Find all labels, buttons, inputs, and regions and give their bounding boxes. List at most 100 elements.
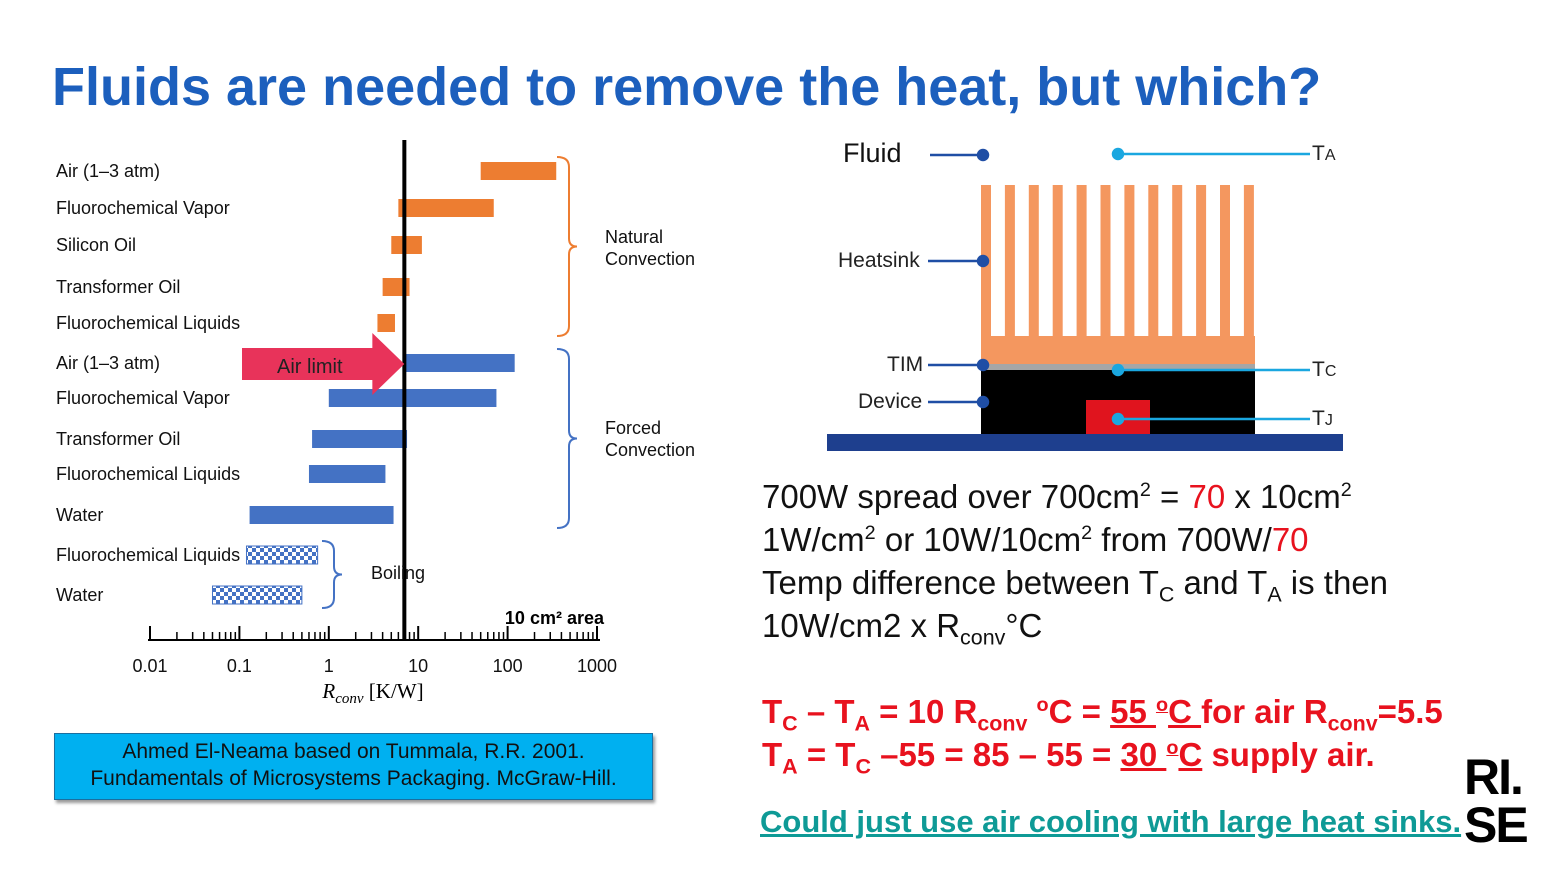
text-fragment: 700W spread over 700cm [762,478,1140,515]
x-axis-label-part: conv [335,691,364,707]
board [827,434,1343,451]
text-fragment: A [1267,582,1282,607]
category-label: Water [56,585,103,605]
result-line: TA = TC –55 = 85 – 55 = 30 oC supply air… [762,736,1375,777]
citation-line: Fundamentals of Microsystems Packaging. … [90,767,617,790]
slide-title: Fluids are needed to remove the heat, bu… [52,57,1322,117]
text-fragment: supply air. [1202,736,1375,773]
logo: RI. [1464,749,1524,805]
text-fragment: o [1155,694,1169,716]
chart: Air (1–3 atm) Fluorochemical Vapor Silicon… [56,140,617,707]
range-bar [480,162,557,180]
text-fragment: T [762,736,783,773]
x-tick-label: 100 [493,656,523,676]
category-label: Air (1–3 atm) [56,161,160,181]
category-label: Silicon Oil [56,235,136,255]
text-line: 10W/cm2 x Rconv°C [762,607,1043,648]
t: T [1312,358,1325,381]
dot [1111,363,1125,377]
text-fragment: 1W/cm [762,521,865,558]
range-bar [245,545,319,565]
fin [1196,185,1207,340]
range-bar [312,430,408,448]
fin [1220,185,1230,340]
text-fragment: C = [1048,693,1111,730]
fin [1076,185,1087,340]
bracket [321,540,343,609]
text-fragment: from 700W/ [1092,521,1272,558]
heatsink-base [981,336,1255,364]
text-line: 1W/cm2 or 10W/10cm2 from 700W/70 [762,521,1309,559]
group-label: Boiling [371,563,426,583]
text-fragment: A [854,711,870,736]
text-fragment: °C [1005,607,1043,644]
text-fragment: T [762,693,783,730]
bracket [556,156,578,337]
range-bar [249,506,394,524]
heatsink-label: Heatsink [838,249,920,272]
t: T [1312,142,1325,165]
text-fragment: C [1158,582,1175,607]
tj-label: TJ [1312,407,1333,431]
category-label: Transformer Oil [56,429,180,449]
dot [1111,412,1125,426]
category-label: Fluorochemical Liquids [56,464,240,484]
air-limit-label: Air limit [277,356,343,378]
tim-label: TIM [887,353,924,376]
fin [1148,185,1159,340]
dot [976,254,990,268]
fin [1124,185,1135,340]
text-fragment: C [855,754,871,779]
range-bar [211,585,303,605]
category-label: Fluorochemical Liquids [56,545,240,565]
heatsink-fins [981,185,1254,340]
air-limit-arrow [242,333,405,395]
range-bar [398,199,494,217]
annotation: 10 cm² area [505,608,605,628]
x-tick-label: 10 [408,656,428,676]
fin [1172,185,1183,340]
dot [976,395,990,409]
text-fragment: C [782,711,798,736]
category-label: Fluorochemical Vapor [56,198,230,218]
range-bar [308,465,386,483]
text-fragment: 30 [1120,736,1167,773]
group-label: Natural Convection [605,227,696,269]
text-fragment: for air R [1201,693,1328,730]
tc-label: TC [1312,358,1336,382]
text-fragment: 2 [1139,479,1151,501]
right-leaders [1111,147,1310,426]
text-fragment: and T [1174,564,1268,601]
range-bar [377,314,395,332]
fin [1028,185,1039,340]
text-fragment: is then [1281,564,1389,601]
fin [1004,185,1015,340]
sub: A [1324,147,1336,164]
category-label: Air (1–3 atm) [56,353,160,373]
dot [976,148,990,162]
category-label: Fluorochemical Vapor [56,388,230,408]
link[interactable]: Could just use air cooling with large he… [760,804,1462,839]
fin [1100,185,1111,340]
x-tick-label: 1000 [577,656,617,676]
text-fragment: conv [1327,711,1378,736]
category-label: Water [56,505,103,525]
t: T [1312,407,1325,430]
sub: J [1324,412,1333,429]
text-fragment: C [1168,693,1202,730]
range-bar [404,354,515,372]
x-axis-label-part: [K/W] [364,679,424,703]
text-fragment: 2 [1340,479,1352,501]
x-axis-label-part: R [321,679,335,703]
text-fragment: 2 [864,522,876,544]
text-fragment: 2 [1081,522,1093,544]
x-tick-label: 0.01 [132,656,167,676]
sub: C [1324,363,1337,380]
text-fragment: = 10 R [870,693,978,730]
text-fragment: o [1036,694,1049,716]
x-tick-label: 1 [324,656,334,676]
left-leaders [928,148,990,409]
text-fragment: or 10W/10cm [875,521,1082,558]
